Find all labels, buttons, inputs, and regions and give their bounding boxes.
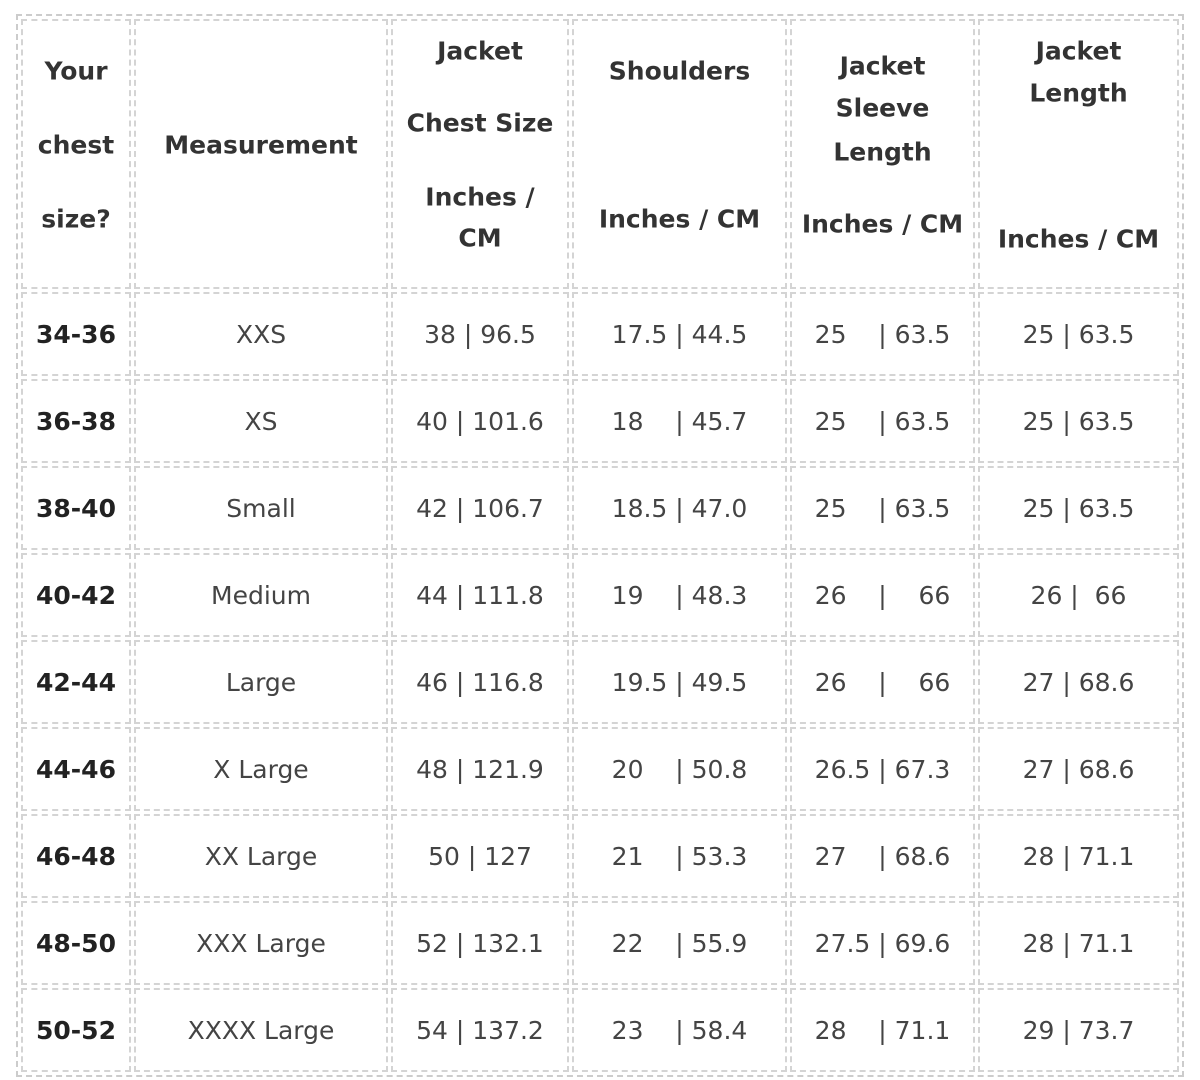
header-cell: Shoulders Inches / CM — [572, 19, 787, 289]
chest-size-cell: 50-52 — [21, 988, 131, 1072]
table-cell: 18.5 | 47.0 — [572, 466, 787, 550]
table-cell: 26 | 66 — [978, 553, 1179, 637]
chest-size-cell: 44-46 — [21, 727, 131, 811]
table-row: 44-46 X Large 48 | 121.9 20 | 50.8 26.5 | 67… — [21, 727, 1179, 811]
table-cell: 50 | 127 — [391, 814, 569, 898]
header-text: Chest Size — [406, 108, 554, 138]
table-cell: 25 | 63.5 — [790, 292, 975, 376]
header-cell: Your chest size? — [21, 19, 131, 289]
table-cell: 22 | 55.9 — [572, 901, 787, 985]
table-cell: 29 | 73.7 — [978, 988, 1179, 1072]
header-text: Sleeve — [835, 93, 930, 123]
table-row: 34-36 XXS 38 | 96.5 17.5 | 44.5 25 | 63.5 25 … — [21, 292, 1179, 376]
table-cell: 26 | 66 — [790, 553, 975, 637]
table-cell: 19.5 | 49.5 — [572, 640, 787, 724]
table-cell: XXXX Large — [134, 988, 388, 1072]
chest-size-cell: 38-40 — [21, 466, 131, 550]
table-cell: 20 | 50.8 — [572, 727, 787, 811]
chest-size-cell: 42-44 — [21, 640, 131, 724]
table-cell: XX Large — [134, 814, 388, 898]
table-cell: 44 | 111.8 — [391, 553, 569, 637]
header-cell: Jacket Chest Size Inches / CM — [391, 19, 569, 289]
table-row: 36-38 XS 40 | 101.6 18 | 45.7 25 | 63.5 25 | … — [21, 379, 1179, 463]
table-cell: 28 | 71.1 — [978, 814, 1179, 898]
table-cell: 48 | 121.9 — [391, 727, 569, 811]
table-cell: Small — [134, 466, 388, 550]
table-row: 50-52 XXXX Large 54 | 137.2 23 | 58.4 28 | 7… — [21, 988, 1179, 1072]
header-text: Jacket — [437, 36, 523, 66]
header-text: size? — [41, 204, 111, 234]
header-text: Measurement — [164, 130, 358, 160]
table-cell: X Large — [134, 727, 388, 811]
table-cell: 25 | 63.5 — [790, 466, 975, 550]
header-text: Your — [44, 56, 108, 86]
table-cell: 26.5 | 67.3 — [790, 727, 975, 811]
table-cell: 27 | 68.6 — [978, 640, 1179, 724]
chest-size-cell: 40-42 — [21, 553, 131, 637]
header-cell: Jacket Length Inches / CM — [978, 19, 1179, 289]
table-cell: 23 | 58.4 — [572, 988, 787, 1072]
table-cell: 21 | 53.3 — [572, 814, 787, 898]
table-cell: XXX Large — [134, 901, 388, 985]
header-text: Inches / — [425, 182, 535, 212]
table-body: 34-36 XXS 38 | 96.5 17.5 | 44.5 25 | 63.5 25 … — [21, 292, 1179, 1072]
header-text: Jacket — [1035, 36, 1122, 66]
size-table: Your chest size? Measurement Jacket Chest Siz… — [16, 14, 1184, 1077]
table-cell: 25 | 63.5 — [978, 379, 1179, 463]
table-row: 46-48 XX Large 50 | 127 21 | 53.3 27 | 68.6 2… — [21, 814, 1179, 898]
table-cell: 28 | 71.1 — [790, 988, 975, 1072]
chest-size-cell: 36-38 — [21, 379, 131, 463]
header-row: Your chest size? Measurement Jacket Chest Siz… — [21, 19, 1179, 289]
table-cell: 27 | 68.6 — [978, 727, 1179, 811]
header-text: Length — [1029, 78, 1128, 108]
chest-size-cell: 46-48 — [21, 814, 131, 898]
header-text: Jacket — [839, 51, 926, 81]
table-cell: 18 | 45.7 — [572, 379, 787, 463]
header-text: Inches / CM — [801, 209, 964, 239]
table-cell: XXS — [134, 292, 388, 376]
table-cell: 42 | 106.7 — [391, 466, 569, 550]
table-cell: 26 | 66 — [790, 640, 975, 724]
table-cell: 27 | 68.6 — [790, 814, 975, 898]
table-row: 38-40 Small 42 | 106.7 18.5 | 47.0 25 | 63.5… — [21, 466, 1179, 550]
table-cell: Medium — [134, 553, 388, 637]
table-row: 48-50 XXX Large 52 | 132.1 22 | 55.9 27.5 | … — [21, 901, 1179, 985]
table-cell: Large — [134, 640, 388, 724]
table-cell: 17.5 | 44.5 — [572, 292, 787, 376]
table-cell: XS — [134, 379, 388, 463]
table-cell: 27.5 | 69.6 — [790, 901, 975, 985]
header-text: CM — [458, 223, 502, 253]
table-cell: 54 | 137.2 — [391, 988, 569, 1072]
header-cell: Jacket Sleeve Length Inches / CM — [790, 19, 975, 289]
table-cell: 19 | 48.3 — [572, 553, 787, 637]
header-text: Inches / CM — [598, 204, 761, 234]
table-cell: 38 | 96.5 — [391, 292, 569, 376]
table-row: 42-44 Large 46 | 116.8 19.5 | 49.5 26 | 66 27… — [21, 640, 1179, 724]
table-cell: 28 | 71.1 — [978, 901, 1179, 985]
header-text: Shoulders — [608, 56, 751, 86]
header-cell: Measurement — [134, 19, 388, 289]
chest-size-cell: 48-50 — [21, 901, 131, 985]
header-text: Inches / CM — [997, 224, 1160, 254]
table-cell: 25 | 63.5 — [978, 292, 1179, 376]
table-cell: 25 | 63.5 — [790, 379, 975, 463]
header-text: chest — [37, 130, 115, 160]
chest-size-cell: 34-36 — [21, 292, 131, 376]
table-cell: 40 | 101.6 — [391, 379, 569, 463]
table-cell: 52 | 132.1 — [391, 901, 569, 985]
table-cell: 25 | 63.5 — [978, 466, 1179, 550]
header-text: Length — [833, 137, 932, 167]
table-cell: 46 | 116.8 — [391, 640, 569, 724]
table-row: 40-42 Medium 44 | 111.8 19 | 48.3 26 | 66 26 … — [21, 553, 1179, 637]
